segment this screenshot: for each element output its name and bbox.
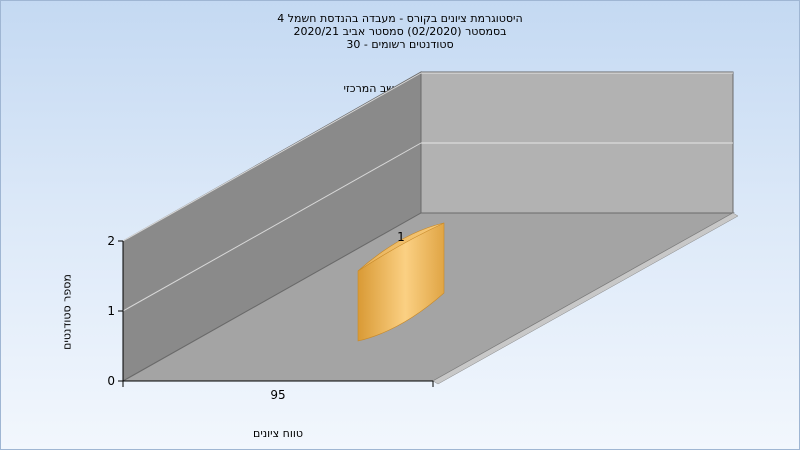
gridline-left-1 (122, 142, 422, 312)
y-tick-label-2: 2 (107, 234, 115, 248)
y-axis-label: מספר סטודנטים (60, 274, 74, 350)
chart-title-line-3: סטודנטים רשומים - 30 (346, 38, 454, 51)
chart-title-line-2: בסמסטר (02/2020) סמסטר אביב 2020/21 (293, 25, 507, 38)
chart-title-line-1: היסטוגרמת ציונים בקורס - מעבדה בהנדסת חש… (277, 12, 523, 25)
gridline-left-2 (122, 72, 422, 242)
floor-edge (432, 212, 739, 385)
bar-top-0 (357, 222, 445, 272)
x-axis-label: טווח ציונים (253, 427, 303, 440)
x-tick-label-0: 95 (270, 388, 285, 402)
y-tick-label-0: 0 (107, 374, 115, 388)
bar-0: 1 (357, 222, 445, 342)
y-tick-label-1: 1 (107, 304, 115, 318)
chart-title: היסטוגרמת ציונים בקורס - מעבדה בהנדסת חש… (0, 12, 800, 51)
bar-data-label-0: 1 (397, 230, 405, 244)
